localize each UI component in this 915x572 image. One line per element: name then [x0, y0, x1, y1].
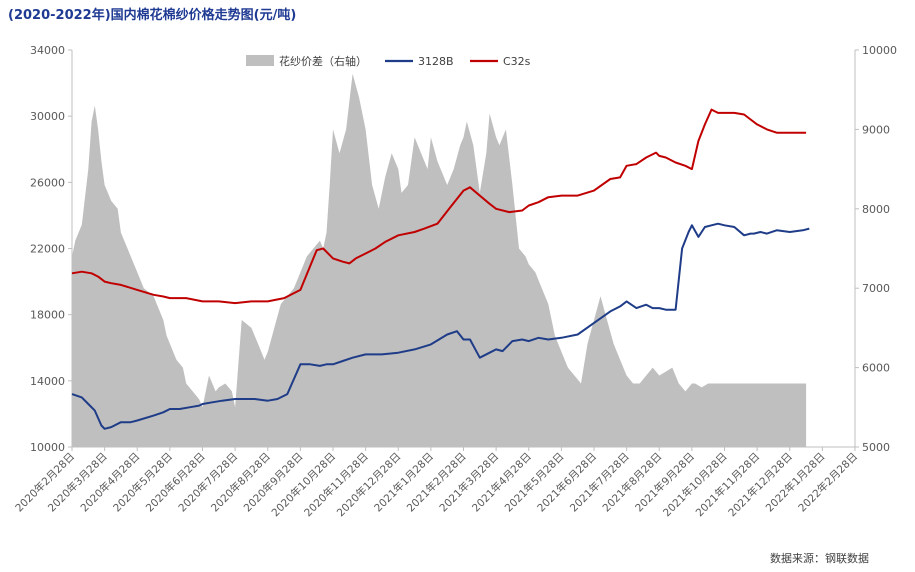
x-tick-label: 2020年8月28日 — [208, 450, 273, 515]
x-tick-label: 2021年7月28日 — [567, 450, 632, 515]
x-tick-label: 2020年2月28日 — [13, 450, 78, 515]
x-tick-label: 2021年9月28日 — [632, 450, 697, 515]
right-tick-label: 6000 — [862, 362, 890, 375]
left-tick-label: 14000 — [30, 375, 65, 388]
x-tick-label: 2020年3月28日 — [45, 450, 110, 515]
x-tick-label: 2020年9月28日 — [241, 450, 306, 515]
series-line-c32s — [71, 108, 807, 305]
x-tick-label: 2022年2月28日 — [796, 450, 861, 515]
right-tick-label: 10000 — [862, 44, 897, 57]
right-tick-label: 8000 — [862, 203, 890, 216]
left-tick-label: 30000 — [30, 110, 65, 123]
legend-label: C32s — [503, 55, 531, 68]
left-tick-label: 18000 — [30, 309, 65, 322]
left-tick-label: 10000 — [30, 441, 65, 454]
x-tick-label: 2020年4月28日 — [78, 450, 143, 515]
spread-area-layer — [72, 73, 807, 448]
x-tick-label: 2021年5月28日 — [502, 450, 567, 515]
left-tick-label: 22000 — [30, 243, 65, 256]
x-tick-label: 2021年1月28日 — [371, 450, 436, 515]
x-tick-label: 2022年1月28日 — [763, 450, 828, 515]
x-tick-label: 2021年3月28日 — [437, 450, 502, 515]
price-lines-layer — [71, 108, 810, 430]
legend-label: 花纱价差（右轴） — [279, 54, 367, 68]
series-area-spread — [72, 73, 807, 448]
chart-title: (2020-2022年)国内棉花棉纱价格走势图(元/吨) — [8, 8, 297, 23]
left-tick-label: 34000 — [30, 44, 65, 57]
x-tick-label: 2020年5月28日 — [110, 450, 175, 515]
legend-swatch-area — [246, 55, 274, 66]
legend: 花纱价差（右轴） 3128B C32s — [246, 54, 531, 68]
right-tick-label: 9000 — [862, 123, 890, 136]
x-tick-label: 2020年7月28日 — [176, 450, 241, 515]
source-note: 数据来源：钢联数据 — [770, 552, 869, 565]
x-tick-label: 2020年6月28日 — [143, 450, 208, 515]
x-tick-label: 2021年2月28日 — [404, 450, 469, 515]
left-tick-label: 26000 — [30, 176, 65, 189]
right-tick-label: 5000 — [862, 441, 890, 454]
x-tick-label: 2021年8月28日 — [600, 450, 665, 515]
series-line-3128b — [71, 222, 810, 430]
right-tick-label: 7000 — [862, 282, 890, 295]
x-tick-label: 2021年4月28日 — [469, 450, 534, 515]
legend-label: 3128B — [418, 55, 454, 68]
x-tick-label: 2021年6月28日 — [535, 450, 600, 515]
